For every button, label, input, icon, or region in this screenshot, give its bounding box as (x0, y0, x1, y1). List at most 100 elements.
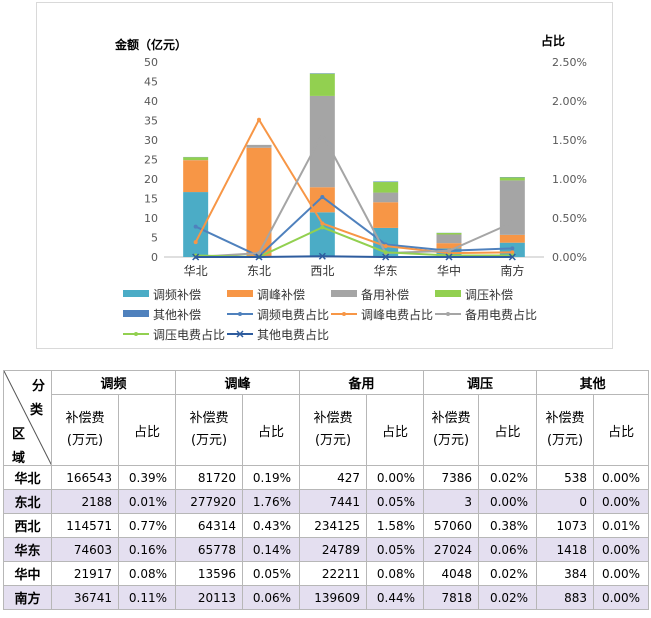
bar-segment (436, 234, 462, 244)
data-table: 分 类 区 域 调频 调峰 备用 调压 其他 补偿费 (万元) 占比 补偿费 (万元… (3, 370, 650, 610)
legend-label: 调峰补偿 (257, 287, 305, 302)
y-tick-label: 15 (144, 193, 158, 206)
y2-tick-label: 1.50% (552, 134, 587, 147)
x-tick-label: 华东 (374, 264, 398, 278)
line-point (192, 253, 200, 261)
legend-marker (134, 332, 138, 336)
pct-cell: 0.39% (117, 465, 177, 490)
pct-cell: 0.06% (478, 537, 538, 562)
fee-cell: 65778 (175, 537, 244, 562)
table-row: 南方 36741 0.11% 20113 0.06% 139609 0.44% 7818 0.0… (3, 585, 650, 610)
pct-cell: 0.38% (478, 513, 538, 538)
line-point (510, 246, 515, 251)
table-row: 华中 21917 0.08% 13596 0.05% 22211 0.08% 4048 0.02… (3, 561, 650, 586)
line-point (510, 250, 515, 255)
x-tick-label: 南方 (500, 263, 524, 278)
pct-cell: 0.00% (366, 465, 425, 490)
bar-segment (436, 243, 462, 249)
chart-area: 金额（亿元） 占比 0 5 10 15 20 25 30 35 40 45 50 0.00% 0.50% 1.… (36, 2, 613, 349)
fee-cell: 166543 (51, 465, 119, 490)
x-tick-label: 西北 (310, 264, 334, 278)
bar-segment (499, 234, 525, 243)
corner-label-low: 区 (12, 427, 26, 442)
fee-cell: 427 (299, 465, 368, 490)
table-row: 华北 166543 0.39% 81720 0.19% 427 0.00% 7386 0.02%… (3, 465, 650, 490)
fee-cell: 1073 (536, 513, 595, 538)
bar-segment (373, 181, 399, 183)
pct-cell: 0.02% (478, 561, 538, 586)
y-tick-label: 35 (144, 115, 158, 128)
bar-segment (246, 144, 272, 148)
y-tick-label: 20 (144, 173, 158, 186)
pct-cell: 0.01% (117, 489, 177, 514)
fee-cell: 64314 (175, 513, 244, 538)
line-point (255, 253, 263, 261)
table-body: 华北 166543 0.39% 81720 0.19% 427 0.00% 7386 0.02%… (3, 465, 650, 610)
legend-marker (342, 312, 346, 316)
y2-tick-label: 2.50% (552, 56, 587, 69)
y-tick-label: 30 (144, 134, 158, 147)
legend-label: 调压电费占比 (153, 327, 225, 342)
line-point (320, 194, 325, 199)
pct-cell: 0.14% (242, 537, 301, 562)
legend-marker (238, 312, 242, 316)
legend-swatch (435, 290, 461, 297)
y2-tick-label: 0.00% (552, 251, 587, 264)
pct-cell: 1.58% (366, 513, 425, 538)
y-tick-label: 45 (144, 76, 158, 89)
pct-cell: 0.01% (593, 513, 650, 538)
region-cell: 华北 (3, 465, 52, 490)
y-axis-title: 金额（亿元） (114, 37, 187, 52)
legend-swatch (227, 290, 253, 297)
y2-axis-title: 占比 (541, 33, 565, 48)
line-point (320, 221, 325, 226)
bar-segment (309, 73, 335, 96)
sub-header-fee: 补偿费 (万元) (299, 394, 368, 466)
bar-segment (309, 95, 335, 188)
legend-label: 其他补偿 (153, 307, 201, 322)
legend-label: 备用电费占比 (465, 307, 537, 322)
fee-cell: 2188 (51, 489, 119, 514)
legend-swatch (123, 290, 149, 297)
pct-cell: 0.11% (117, 585, 177, 610)
legend-marker (236, 330, 244, 338)
pct-cell: 0.16% (117, 537, 177, 562)
fee-cell: 883 (536, 585, 595, 610)
y-tick-label: 10 (144, 212, 158, 225)
bar-segment (246, 147, 272, 257)
x-tick-label: 华北 (184, 264, 208, 278)
pct-cell: 0.00% (593, 561, 650, 586)
pct-cell: 0.00% (478, 489, 538, 514)
pct-cell: 0.00% (593, 465, 650, 490)
pct-cell: 0.05% (242, 561, 301, 586)
fee-cell: 7441 (299, 489, 368, 514)
sub-header-fee: 补偿费 (万元) (175, 394, 244, 466)
bar-segment (436, 232, 462, 235)
fee-cell: 20113 (175, 585, 244, 610)
series-line (195, 131, 513, 258)
legend-swatch (123, 310, 149, 317)
region-cell: 南方 (3, 585, 52, 610)
fee-cell: 57060 (423, 513, 480, 538)
pct-cell: 0.02% (478, 585, 538, 610)
line-point (320, 131, 325, 136)
y-tick-label: 5 (151, 232, 158, 245)
y-tick-label: 25 (144, 154, 158, 167)
series-line (195, 195, 513, 258)
line-point (193, 224, 198, 229)
fee-cell: 24789 (299, 537, 368, 562)
legend-label: 备用补偿 (361, 287, 409, 302)
group-header: 备用 (299, 370, 425, 395)
pct-cell: 0.08% (366, 561, 425, 586)
fee-cell: 0 (536, 489, 595, 514)
fee-cell: 13596 (175, 561, 244, 586)
group-header: 调峰 (175, 370, 301, 395)
region-cell: 华中 (3, 561, 52, 586)
bar-segment (309, 212, 335, 257)
fee-cell: 7818 (423, 585, 480, 610)
line-point (257, 117, 261, 122)
pct-cell: 0.44% (366, 585, 425, 610)
legend-label: 调频电费占比 (257, 307, 329, 322)
legend-label: 调频补偿 (153, 287, 201, 302)
fee-cell: 139609 (299, 585, 368, 610)
